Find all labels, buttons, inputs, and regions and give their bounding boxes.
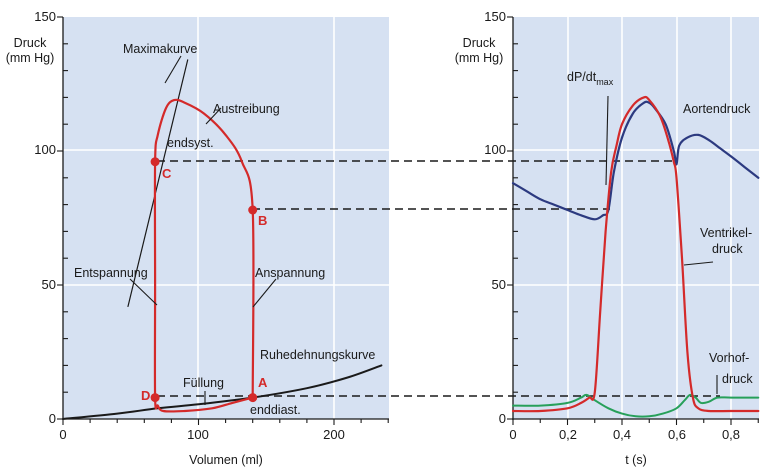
- left-y-label-line1: Druck: [14, 36, 47, 50]
- right-plot-area: [513, 17, 759, 419]
- label-enddiast: enddiast.: [250, 403, 301, 417]
- label-dpdt: dP/dtmax: [567, 70, 614, 87]
- point-label-b: B: [258, 213, 267, 228]
- left-y-tick-100: 100: [34, 142, 56, 157]
- right-y-tick-0: 0: [499, 411, 506, 426]
- left-grid: [63, 17, 389, 419]
- label-fuellung: Füllung: [183, 376, 224, 390]
- pv-loop-line: [153, 98, 255, 413]
- point-b-marker: [248, 205, 258, 215]
- left-x-label: Volumen (ml): [189, 453, 263, 467]
- ruhedehnungskurve-line: [62, 364, 383, 420]
- label-endsyst: endsyst.: [167, 136, 214, 150]
- label-entspannung: Entspannung: [74, 266, 148, 280]
- point-c-marker: [150, 157, 160, 167]
- right-x-tick-0-2: 0,2: [559, 427, 577, 442]
- point-label-a: A: [258, 375, 268, 390]
- label-ventrikel-2: druck: [712, 242, 743, 256]
- right-y-label-line1: Druck: [463, 36, 496, 50]
- vorhofdruck-line: [512, 393, 760, 418]
- aortendruck-line: [511, 100, 760, 221]
- left-series: [62, 59, 383, 420]
- left-x-tick-100: 100: [187, 427, 209, 442]
- left-y-tick-150: 150: [34, 9, 56, 24]
- label-anspannung: Anspannung: [255, 266, 325, 280]
- right-grid: [513, 17, 759, 419]
- label-austreibung: Austreibung: [213, 102, 280, 116]
- right-x-tick-0: 0: [509, 427, 516, 442]
- left-y-tick-50: 50: [42, 277, 56, 292]
- label-vorhof-2: druck: [722, 372, 753, 386]
- right-y-label-line2: (mm Hg): [455, 51, 504, 65]
- right-x-tick-0-4: 0,4: [613, 427, 631, 442]
- label-maximakurve: Maximakurve: [123, 42, 197, 56]
- right-leaders: [605, 95, 718, 394]
- right-series: [511, 95, 760, 418]
- right-y-tick-50: 50: [492, 277, 506, 292]
- left-x-tick-0: 0: [59, 427, 66, 442]
- right-y-tick-150: 150: [484, 9, 506, 24]
- right-y-tick-100: 100: [484, 142, 506, 157]
- left-x-tick-200: 200: [323, 427, 345, 442]
- right-x-tick-0-6: 0,6: [668, 427, 686, 442]
- right-x-label: t (s): [625, 453, 647, 467]
- label-dpdt-main: dP/dt: [567, 70, 597, 84]
- point-d-marker: [150, 393, 160, 403]
- label-vorhof-1: Vorhof-: [709, 351, 749, 365]
- label-dpdt-sub: max: [596, 77, 614, 87]
- label-ventrikel-1: Ventrikel-: [700, 226, 752, 240]
- left-y-label-line2: (mm Hg): [6, 51, 55, 65]
- point-label-c: C: [162, 166, 172, 181]
- left-ticks: [57, 16, 389, 425]
- point-a-marker: [248, 393, 258, 403]
- left-y-tick-0: 0: [49, 411, 56, 426]
- right-ticks: [507, 16, 759, 425]
- label-aortendruck: Aortendruck: [683, 102, 751, 116]
- pv-points: [150, 157, 258, 403]
- point-label-d: D: [141, 388, 150, 403]
- left-leaders: [129, 55, 277, 405]
- right-axes: [512, 17, 759, 420]
- ventrikeldruck-line: [511, 95, 760, 413]
- label-ruhedehnungskurve: Ruhedehnungskurve: [260, 348, 375, 362]
- right-x-tick-0-8: 0,8: [722, 427, 740, 442]
